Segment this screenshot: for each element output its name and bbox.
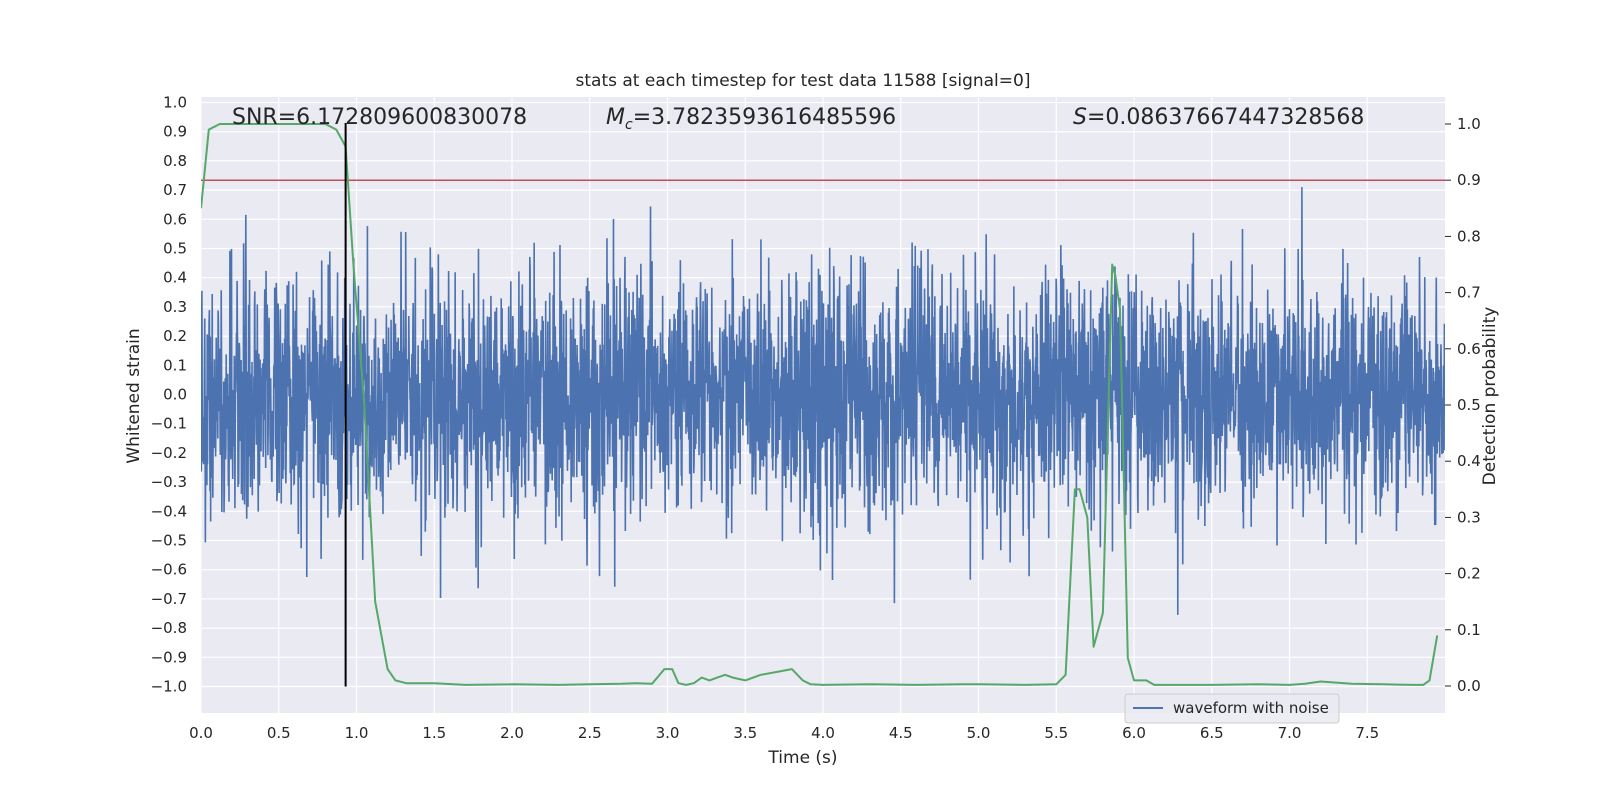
x-tick-label: 2.0 [500,724,524,742]
y-right-tick-label: 0.4 [1457,452,1481,470]
y-axis-label: Whitened strain [124,328,144,463]
mc-value: =3.7823593616485596 [633,105,896,130]
x-tick-label: 2.5 [578,724,602,742]
mc-symbol: M [606,105,625,130]
y-right-tick-label: 0.1 [1457,621,1481,639]
x-axis-label: Time (s) [767,748,837,768]
y-right-tick-label: 0.0 [1457,677,1481,695]
y-tick-label: −0.6 [151,561,187,579]
x-tick-label: 4.5 [889,724,913,742]
waveform-series [201,187,1445,615]
mc-subscript: c [625,117,633,133]
x-tick-label: 7.0 [1278,724,1302,742]
y-right-axis-label: Detection probability [1480,307,1500,486]
s-symbol: S [1073,105,1087,130]
plot-content [201,122,1445,687]
y-tick-label: −1.0 [151,678,187,696]
y-tick-label: 0.9 [163,123,187,141]
s-annotation: S=0.08637667447328568 [1073,105,1364,130]
y-right-tick-label: 0.2 [1457,565,1481,583]
y-tick-label: −0.2 [151,444,187,462]
y-tick-label: 0.2 [163,327,187,345]
y-right-tick-label: 0.7 [1457,284,1481,302]
x-tick-label: 0.0 [189,724,213,742]
y-tick-label: −0.5 [151,532,187,550]
chirp-mass-annotation: Mc=3.7823593616485596 [606,105,896,133]
y-right-tick-label: 0.6 [1457,340,1481,358]
y-right-ticks: 1.0 0.9 0.8 0.7 0.6 0.5 0.4 0.3 0.2 0.1 0.0 [1445,115,1481,695]
snr-annotation: SNR=6.172809600830078 [232,105,527,130]
y-tick-label: 0.7 [163,181,187,199]
y-tick-label: 0.0 [163,386,187,404]
y-tick-label: −0.3 [151,473,187,491]
y-tick-label: 0.1 [163,356,187,374]
chart-title: stats at each timestep for test data 115… [576,71,1031,91]
y-right-tick-label: 0.8 [1457,227,1481,245]
x-tick-label: 3.5 [733,724,757,742]
y-tick-label: 0.6 [163,210,187,228]
y-ticks: 1.0 0.9 0.8 0.7 0.6 0.5 0.4 0.3 0.2 0.1 0.0 −0.1 −0.… [151,94,187,696]
y-tick-label: 0.3 [163,298,187,316]
x-tick-label: 6.5 [1200,724,1224,742]
y-tick-label: 0.8 [163,152,187,170]
x-tick-label: 1.0 [345,724,369,742]
s-value: =0.08637667447328568 [1087,105,1364,130]
y-tick-label: −0.7 [151,590,187,608]
legend: waveform with noise [1124,693,1340,724]
y-tick-label: 0.5 [163,240,187,258]
x-tick-label: 5.5 [1044,724,1068,742]
y-tick-label: 0.4 [163,269,187,287]
y-tick-label: −0.1 [151,415,187,433]
y-tick-label: −0.4 [151,502,187,520]
y-right-tick-label: 0.5 [1457,396,1481,414]
y-tick-label: −0.9 [151,648,187,666]
x-tick-label: 6.0 [1122,724,1146,742]
y-right-tick-label: 0.3 [1457,508,1481,526]
y-tick-label: 1.0 [163,94,187,112]
y-tick-label: −0.8 [151,619,187,637]
y-right-tick-label: 1.0 [1457,115,1481,133]
x-tick-label: 1.5 [422,724,446,742]
legend-label: waveform with noise [1173,699,1329,717]
probability-series [201,123,1439,686]
x-tick-label: 4.0 [811,724,835,742]
legend-box [1124,693,1340,724]
x-ticks: 0.0 0.5 1.0 1.5 2.0 2.5 3.0 3.5 4.0 4.5 5.0 5.5 6.0 6… [189,724,1379,742]
x-tick-label: 7.5 [1355,724,1379,742]
x-tick-label: 5.0 [967,724,991,742]
x-tick-label: 3.0 [656,724,680,742]
y-right-tick-label: 0.9 [1457,171,1481,189]
x-tick-label: 0.5 [267,724,291,742]
